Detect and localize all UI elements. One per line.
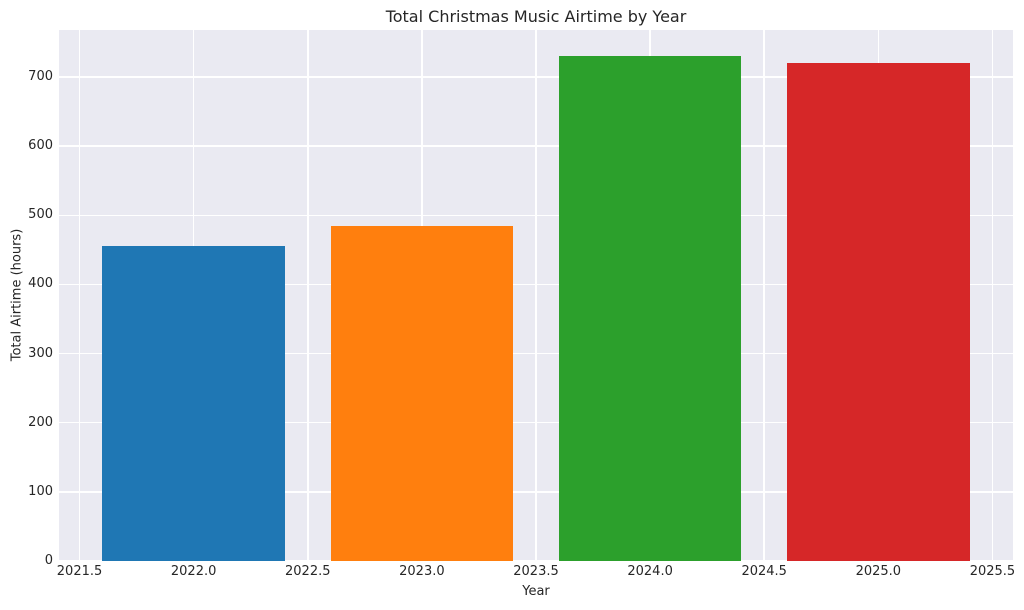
gridline-vertical	[307, 30, 309, 561]
bar-2025	[787, 63, 970, 561]
gridline-horizontal	[59, 560, 1013, 562]
x-axis-tick-labels: 2021.5 2022.0 2022.5 2023.0 2023.5 2024.0 2024…	[56, 564, 1016, 582]
x-tick-label: 2024.5	[741, 564, 787, 579]
y-tick-label: 100	[28, 483, 53, 499]
y-tick-label: 0	[44, 553, 53, 568]
x-tick-label: 2021.5	[56, 564, 103, 579]
gridline-vertical	[535, 30, 537, 561]
gridline-vertical	[763, 30, 765, 561]
y-axis-tick-labels: 0 100 200 300 400 500 600 700	[0, 30, 53, 568]
bar-2024	[558, 56, 742, 561]
bar-2022	[102, 246, 285, 561]
y-tick-label: 200	[28, 414, 53, 430]
y-axis-label: Total Airtime (hours)	[9, 228, 25, 362]
x-axis-label: Year	[522, 584, 550, 599]
plot-area	[59, 30, 1013, 562]
gridline-vertical	[991, 30, 994, 561]
y-tick-label: 400	[28, 276, 53, 292]
x-tick-label: 2022.5	[285, 564, 331, 579]
x-tick-label: 2023.0	[399, 564, 445, 579]
x-tick-label: 2025.5	[969, 564, 1016, 579]
y-tick-label: 600	[28, 138, 53, 154]
chart-title: Total Christmas Music Airtime by Year	[385, 7, 687, 26]
y-tick-label: 500	[28, 207, 53, 223]
y-tick-label: 300	[28, 345, 53, 361]
gridline-vertical	[78, 30, 81, 561]
y-tick-label: 700	[28, 69, 53, 85]
x-tick-label: 2024.0	[627, 564, 673, 579]
x-tick-label: 2023.5	[513, 564, 559, 579]
x-tick-label: 2022.0	[170, 564, 217, 579]
bar-2023	[330, 225, 514, 561]
x-tick-label: 2025.0	[855, 564, 902, 579]
